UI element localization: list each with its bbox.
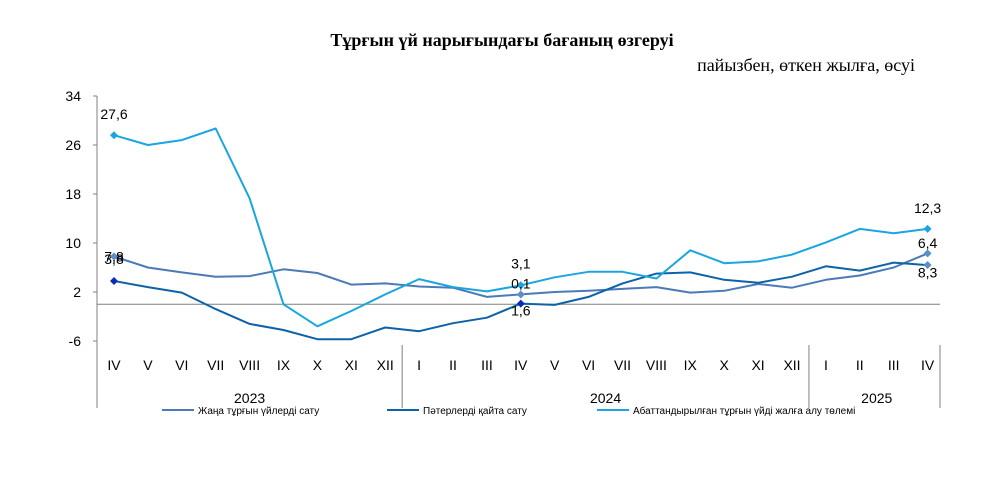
legend-label: Пәтерлерді қайта сату (423, 406, 527, 417)
y-tick-label: 34 (65, 88, 81, 104)
legend: Жаңа тұрғын үйлерді сату Пәтерлерді қайта… (162, 405, 855, 417)
x-tick-label: III (481, 357, 493, 373)
y-tick-label: 18 (65, 186, 81, 202)
x-tick-label: X (313, 357, 323, 373)
x-tick-label: V (550, 357, 560, 373)
data-point-marker (923, 261, 932, 270)
legend-label: Жаңа тұрғын үйлерді сату (198, 406, 319, 417)
x-tick-label: XII (783, 357, 800, 373)
x-tick-label: I (417, 357, 421, 373)
chart-title: Тұрғын үй нарығындағы бағаның өзгеруі (330, 30, 674, 50)
data-label: 6,4 (918, 235, 938, 251)
x-tick-label: VII (614, 357, 631, 373)
data-point-marker (110, 276, 118, 285)
data-point-marker (516, 281, 525, 290)
legend-item: Жаңа тұрғын үйлерді сату (162, 406, 319, 417)
y-tick-label: 2 (73, 284, 81, 300)
data-label: 0,1 (511, 276, 531, 292)
y-tick-label: -6 (69, 333, 82, 349)
data-label: 8,3 (918, 264, 938, 280)
chart-subtitle: пайызбен, өткен жылға, өсуі (697, 55, 915, 75)
legend-item: Абаттандырылған тұрғын үйді жалға алу тө… (597, 405, 855, 417)
x-tick-label: II (449, 357, 457, 373)
data-point-marker (110, 252, 118, 261)
y-tick-label: 26 (65, 137, 81, 153)
data-point-marker (516, 299, 525, 308)
x-tick-label: VIII (646, 357, 667, 373)
data-point-marker (923, 249, 932, 258)
x-tick-label: XI (345, 357, 358, 373)
x-tick-label: VI (582, 357, 595, 373)
x-tick-label: XII (377, 357, 394, 373)
legend-label: Абаттандырылған тұрғын үйді жалға алу тө… (633, 405, 855, 417)
data-point-marker (923, 224, 932, 233)
year-label: 2025 (861, 390, 892, 406)
x-tick-label: IV (921, 357, 935, 373)
x-tick-label: XI (751, 357, 764, 373)
data-label: 12,3 (914, 200, 941, 216)
data-label: 3,1 (511, 255, 531, 271)
y-tick-label: 10 (65, 235, 81, 251)
data-label: 7,8 (104, 248, 124, 264)
data-label: 1,6 (511, 302, 531, 318)
year-label: 2023 (234, 390, 265, 406)
x-tick-label: IX (684, 357, 698, 373)
data-labels: 3,87,827,63,10,11,612,36,48,3 (100, 106, 941, 318)
x-tick-label: I (824, 357, 828, 373)
x-tick-label: V (143, 357, 153, 373)
x-tick-label: IX (277, 357, 291, 373)
x-tick-label: II (856, 357, 864, 373)
data-point-marker (110, 131, 118, 140)
x-tick-label: III (888, 357, 900, 373)
x-tick-label: X (720, 357, 730, 373)
year-label: 2024 (590, 390, 621, 406)
data-point-marker (516, 290, 525, 299)
data-label: 27,6 (100, 106, 127, 122)
x-tick-label: VII (207, 357, 224, 373)
x-tick-label: VI (175, 357, 188, 373)
x-tick-label: IV (514, 357, 528, 373)
legend-item: Пәтерлерді қайта сату (387, 406, 527, 417)
x-tick-label: IV (107, 357, 121, 373)
x-tick-label: VIII (239, 357, 260, 373)
